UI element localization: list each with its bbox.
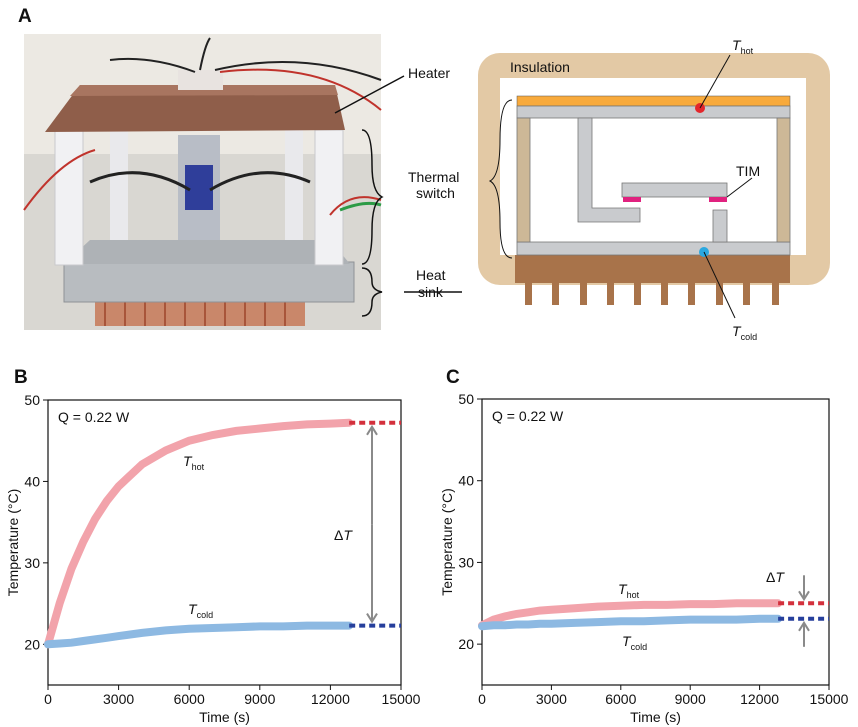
plot-frame [482,399,829,685]
x-tick-label: 3000 [536,691,567,707]
x-tick-label: 0 [44,691,52,707]
delta-var: T [343,527,353,543]
label-sub: cold [741,332,758,342]
delta-var: T [775,569,785,585]
panel-letter: C [446,367,460,388]
delta-label: ΔT [766,569,785,585]
delta-label: ΔT [334,527,353,543]
y-axis-label: Temperature (°C) [5,489,21,597]
x-axis-label: Time (s) [630,709,681,725]
series-label: Thot [618,581,640,600]
series-label: Tcold [188,601,213,620]
x-tick-label: 15000 [382,691,421,707]
y-axis-label: Temperature (°C) [439,488,455,596]
photo-label: Heater [408,65,450,81]
series-subscript: hot [192,462,205,472]
x-axis-label: Time (s) [199,709,250,725]
photo [24,34,381,330]
y-tick-label: 50 [458,391,474,407]
x-tick-label: 12000 [311,691,350,707]
series-subscript: cold [197,610,214,620]
series-subscript: cold [631,642,648,652]
x-tick-label: 3000 [103,691,134,707]
x-tick-label: 0 [478,691,486,707]
y-tick-label: 40 [458,473,474,489]
data-line [482,619,778,626]
x-tick-label: 6000 [605,691,636,707]
delta-symbol: Δ [766,569,775,585]
x-tick-label: 9000 [675,691,706,707]
data-line [48,626,349,645]
y-tick-label: 30 [24,555,40,571]
photo-label: Thermal [408,169,459,185]
x-tick-label: 9000 [244,691,275,707]
series-subscript: hot [627,590,640,600]
panel-letter: A [18,6,32,27]
figure: A Heater Thermal switch Heat sink Insula… [0,0,858,727]
annotation: Q = 0.22 W [58,409,130,425]
series-label: Thot [183,453,205,472]
y-tick-label: 20 [458,636,474,652]
y-tick-label: 30 [458,554,474,570]
y-tick-label: 20 [24,636,40,652]
diagram-label: Tcold [732,323,757,342]
annotation: Q = 0.22 W [492,408,564,424]
x-tick-label: 12000 [740,691,779,707]
diagram-label: Insulation [510,59,570,75]
y-tick-label: 40 [24,473,40,489]
photo-label: Heat [416,267,446,283]
label-sub: hot [741,46,754,56]
delta-symbol: Δ [334,527,343,543]
y-tick-label: 50 [24,392,40,408]
photo-label: switch [416,185,455,201]
diagram-label: TIM [736,163,760,179]
series-label: Tcold [622,633,647,652]
schematic [478,53,830,318]
x-tick-label: 15000 [810,691,849,707]
panel-letter: B [14,367,28,388]
photo-label: sink [418,284,444,300]
x-tick-label: 6000 [174,691,205,707]
